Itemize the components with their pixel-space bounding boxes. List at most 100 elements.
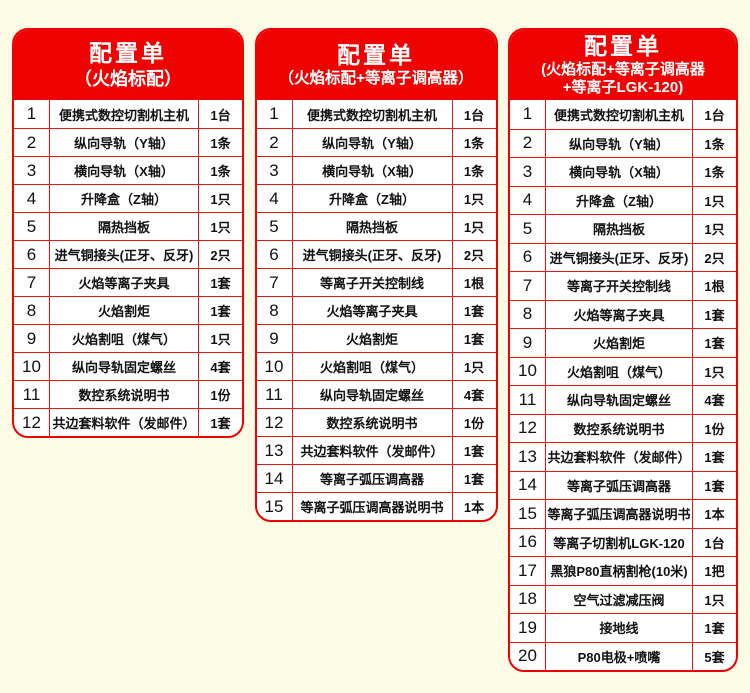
table-title: 配置单 — [337, 41, 415, 68]
row-number: 5 — [510, 215, 546, 243]
table-row: 6 进气铜接头(正牙、反牙) 2只 — [14, 240, 242, 268]
row-number: 6 — [257, 241, 293, 268]
row-number: 7 — [14, 269, 50, 296]
row-item: 等离子切割机LGK-120 — [553, 535, 685, 551]
row-number: 13 — [510, 443, 546, 471]
row-qty: 1份 — [692, 414, 736, 442]
table-row: 13 共边套料软件（发邮件） 1套 — [256, 436, 496, 464]
row-item: 火焰割炬 — [345, 332, 398, 347]
row-qty: 2只 — [451, 241, 496, 268]
row-number: 11 — [14, 381, 50, 408]
table-row: 13 共边套料软件（发邮件） 1套 — [510, 442, 736, 471]
table-row: 5 隔热挡板 1只 — [14, 212, 242, 240]
row-item: 横向导轨（X轴） — [322, 164, 422, 179]
table-row: 8 火焰等离子夹具 1套 — [256, 296, 496, 324]
row-number: 16 — [510, 528, 546, 556]
row-qty: 1只 — [198, 325, 242, 352]
row-item: 进气铜接头(正牙、反牙) — [302, 248, 442, 263]
row-item: 纵向导轨固定螺丝 — [319, 388, 424, 403]
row-item: 进气铜接头(正牙、反牙) — [54, 248, 194, 263]
row-item: 火焰割炬 — [592, 336, 645, 352]
table-title: 配置单 — [89, 39, 167, 66]
row-number: 15 — [510, 500, 546, 528]
table-row: 2 纵向导轨（Y轴） 1条 — [510, 128, 736, 157]
config-table: 配置单 （火焰标配） 1 便携式数控切割机主机 1台 2 纵向导轨（Y轴） 1条 3 横向导轨… — [12, 28, 244, 438]
row-item: 便携式数控切割机主机 — [553, 107, 684, 123]
row-item: 进气铜接头(正牙、反牙) — [549, 250, 689, 266]
row-number: 1 — [14, 100, 50, 128]
row-number: 5 — [14, 213, 50, 240]
row-number: 6 — [14, 241, 50, 268]
row-qty: 1只 — [451, 353, 496, 380]
row-item: 火焰等离子夹具 — [326, 304, 418, 319]
table-row: 11 纵向导轨固定螺丝 4套 — [256, 380, 496, 408]
row-qty: 1套 — [451, 325, 496, 352]
row-item: 等离子开关控制线 — [319, 276, 424, 291]
row-item: 纵向导轨（Y轴） — [74, 136, 174, 151]
row-qty: 1套 — [451, 465, 496, 492]
row-number: 9 — [257, 325, 293, 352]
row-qty: 1条 — [198, 157, 242, 184]
row-qty: 1本 — [692, 500, 736, 528]
row-item: 火焰割咀（煤气） — [319, 360, 424, 375]
table-row: 14 等离子弧压调高器 1套 — [256, 464, 496, 492]
table-subtitle: （火焰标配） — [74, 68, 182, 91]
row-item: 数控系统说明书 — [326, 416, 418, 431]
row-number: 12 — [257, 409, 293, 436]
tables-container: 配置单 （火焰标配） 1 便携式数控切割机主机 1台 2 纵向导轨（Y轴） 1条 3 横向导轨… — [12, 28, 738, 672]
row-item: 等离子弧压调高器说明书 — [300, 500, 444, 515]
table-row: 11 纵向导轨固定螺丝 4套 — [510, 385, 736, 414]
row-item: 纵向导轨固定螺丝 — [566, 393, 671, 409]
table-subtitle-line: (火焰标配+等离子调高器 — [541, 60, 705, 78]
row-number: 2 — [257, 129, 293, 156]
row-qty: 1份 — [451, 409, 496, 436]
row-number: 1 — [510, 100, 546, 129]
row-number: 14 — [510, 471, 546, 499]
table-subtitle-line: （火焰标配） — [74, 68, 182, 89]
table-row: 12 数控系统说明书 1份 — [510, 413, 736, 442]
row-item: 火焰等离子夹具 — [573, 307, 665, 323]
row-number: 13 — [257, 437, 293, 464]
row-number: 20 — [510, 642, 546, 670]
table-header: 配置单 （火焰标配+等离子调高器） — [256, 30, 496, 100]
row-item: 火焰等离子夹具 — [78, 276, 170, 291]
table-row: 7 等离子开关控制线 1根 — [256, 268, 496, 296]
table-row: 18 空气过滤减压阀 1只 — [510, 584, 736, 613]
row-item: 隔热挡板 — [97, 220, 150, 235]
row-number: 7 — [510, 272, 546, 300]
row-number: 5 — [257, 213, 293, 240]
row-number: 4 — [14, 185, 50, 212]
row-number: 17 — [510, 557, 546, 585]
row-qty: 1条 — [451, 129, 496, 156]
row-number: 9 — [14, 325, 50, 352]
table-row: 15 等离子弧压调高器说明书 1本 — [256, 492, 496, 520]
table-row: 9 火焰割咀（煤气） 1只 — [14, 324, 242, 352]
row-qty: 1只 — [451, 185, 496, 212]
table-header: 配置单 （火焰标配） — [14, 30, 242, 100]
table-row: 1 便携式数控切割机主机 1台 — [510, 100, 736, 129]
table-row: 4 升降盒（Z轴） 1只 — [256, 184, 496, 212]
row-qty: 1套 — [692, 614, 736, 642]
row-number: 10 — [14, 353, 50, 380]
row-number: 10 — [510, 357, 546, 385]
row-qty: 2只 — [692, 243, 736, 271]
row-number: 14 — [257, 465, 293, 492]
row-item: 等离子开关控制线 — [566, 279, 671, 295]
table-row: 2 纵向导轨（Y轴） 1条 — [14, 128, 242, 156]
row-item: 空气过滤减压阀 — [573, 592, 665, 608]
row-qty: 5套 — [692, 642, 736, 670]
row-qty: 1套 — [692, 471, 736, 499]
table-body: 1 便携式数控切割机主机 1台 2 纵向导轨（Y轴） 1条 3 横向导轨（X轴） 1条 4 升降盒（… — [256, 100, 496, 520]
row-number: 2 — [14, 129, 50, 156]
row-item: 共边套料软件（发邮件） — [547, 450, 691, 466]
table-row: 17 黑狼P80直柄割枪(10米) 1把 — [510, 556, 736, 585]
row-qty: 1只 — [692, 186, 736, 214]
row-qty: 1套 — [692, 329, 736, 357]
row-number: 12 — [510, 414, 546, 442]
row-qty: 1条 — [692, 129, 736, 157]
table-subtitle-line: （火焰标配+等离子调高器） — [278, 70, 474, 88]
row-qty: 1台 — [692, 528, 736, 556]
row-number: 8 — [257, 297, 293, 324]
table-row: 3 横向导轨（X轴） 1条 — [256, 156, 496, 184]
row-item: P80电极+喷嘴 — [577, 649, 661, 665]
